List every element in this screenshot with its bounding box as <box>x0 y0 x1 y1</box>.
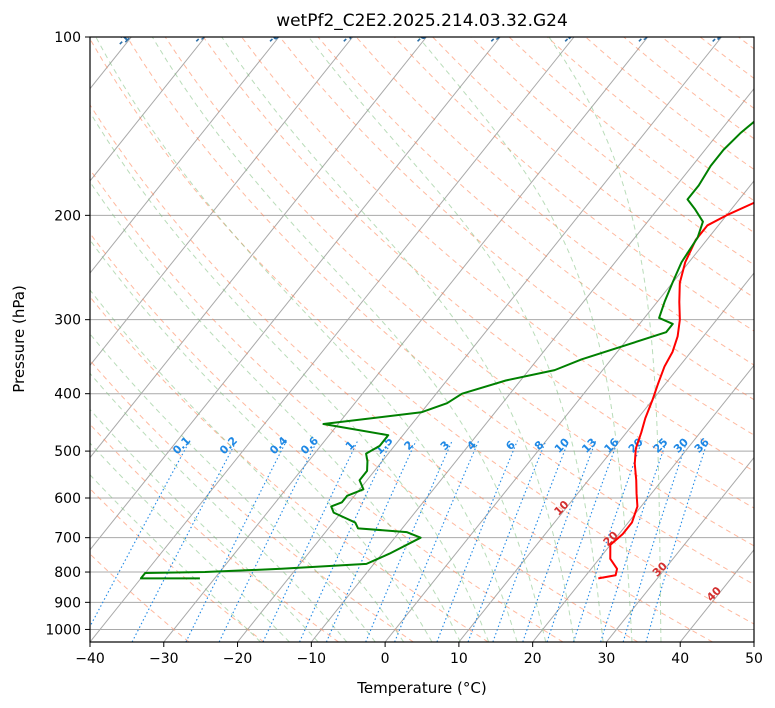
mixing-ratio-line <box>522 440 597 642</box>
moist-adiabat <box>151 37 547 642</box>
x-tick-label: −20 <box>223 651 253 667</box>
moist-adiabat <box>90 442 290 642</box>
isotherm <box>237 37 722 642</box>
isotherm <box>90 37 280 274</box>
mixing-ratio-line <box>218 440 318 642</box>
dry-adiabat <box>90 232 564 642</box>
isotherm <box>90 37 575 642</box>
dry-adiabat <box>90 104 713 642</box>
y-tick-label: 200 <box>54 208 81 224</box>
dry-adiabat <box>164 37 754 547</box>
dry-adiabat <box>394 37 754 332</box>
mixing-ratio-line <box>492 440 570 642</box>
dry-adiabat-label: -40 <box>560 23 583 46</box>
moist-adiabat <box>221 37 575 642</box>
moist-adiabat <box>418 37 633 642</box>
dry-adiabat <box>90 168 639 642</box>
x-axis-label: Temperature (°C) <box>356 679 486 697</box>
mixing-ratio-line <box>299 440 392 642</box>
moist-adiabat <box>90 474 261 642</box>
dry-adiabat-label: -100 <box>115 20 144 49</box>
dry-adiabat <box>90 423 339 642</box>
x-tick-label: 50 <box>745 651 763 667</box>
y-tick-label: 500 <box>54 444 81 460</box>
isotherm <box>90 37 354 367</box>
temperature-line <box>598 201 754 580</box>
isotherm <box>163 37 649 642</box>
x-tick-label: −10 <box>297 651 327 667</box>
isotherm <box>90 37 206 182</box>
dry-adiabat-label: -30 <box>634 23 657 46</box>
y-tick-label: 600 <box>54 491 81 507</box>
moist-adiabat <box>90 372 348 642</box>
y-axis-label: Pressure (hPa) <box>10 285 28 393</box>
dry-adiabat-label: -50 <box>486 23 509 46</box>
dry-adiabat <box>90 553 190 642</box>
mixing-ratio-line <box>622 440 688 642</box>
dewpoint-line <box>139 120 754 580</box>
isotherm <box>384 180 754 642</box>
dry-adiabat <box>279 37 754 436</box>
x-tick-label: 20 <box>524 651 542 667</box>
dry-adiabat-label: -20 <box>707 23 730 46</box>
moist-adiabat <box>548 37 662 642</box>
dry-adiabat-label: -60 <box>412 23 435 46</box>
series-layer <box>139 120 754 580</box>
plot-frame <box>89 36 755 643</box>
mixing-ratio-line <box>645 440 709 642</box>
mixing-ratio-line <box>546 440 619 642</box>
dry-adiabat <box>90 359 414 642</box>
y-tick-label: 800 <box>54 565 81 581</box>
dry-adiabat-label: -70 <box>339 23 362 46</box>
mixing-ratio-line <box>185 440 287 642</box>
moist-adiabat <box>308 37 604 642</box>
y-tick-label: 700 <box>54 531 81 547</box>
x-tick-label: 40 <box>671 651 689 667</box>
dry-adiabat <box>203 37 754 509</box>
x-tick-label: 0 <box>381 651 390 667</box>
mixing-ratio-line <box>325 440 417 642</box>
isotherm <box>90 37 427 459</box>
moist-adiabat <box>90 111 490 642</box>
dry-adiabat <box>90 38 754 625</box>
y-tick-label: 1000 <box>45 622 81 638</box>
y-axis: 100 200 300 400 500 600 700 800 900 1000 <box>45 30 90 638</box>
y-tick-label: 400 <box>54 387 81 403</box>
x-tick-label: 30 <box>598 651 616 667</box>
y-tick-label: 100 <box>54 30 81 46</box>
moist-adiabat <box>90 333 376 642</box>
isotherm <box>90 37 501 551</box>
moist-adiabat <box>90 181 461 642</box>
x-tick-label: −30 <box>149 651 179 667</box>
x-tick-label: 10 <box>450 651 468 667</box>
moist-adiabat <box>90 408 319 642</box>
moist-adiabat <box>90 239 433 642</box>
dry-adiabat-label: -90 <box>191 23 214 46</box>
y-tick-label: 900 <box>54 595 81 611</box>
dry-adiabat <box>317 37 754 401</box>
x-tick-label: −40 <box>75 651 105 667</box>
isotherm <box>606 456 754 642</box>
mixing-ratio-line <box>600 440 668 642</box>
dry-adiabat-label: -80 <box>265 23 288 46</box>
chart-title: wetPf2_C2E2.2025.214.03.32.G24 <box>276 11 568 31</box>
isotherm <box>458 272 754 642</box>
dry-adiabat <box>90 488 265 642</box>
x-axis: −40 −30 −20 −10 0 10 20 30 40 50 <box>75 642 763 667</box>
y-tick-label: 300 <box>54 313 81 329</box>
dry-adiabat <box>90 296 489 642</box>
mixing-ratio-line <box>365 440 453 642</box>
mixing-ratio-line <box>90 440 191 628</box>
